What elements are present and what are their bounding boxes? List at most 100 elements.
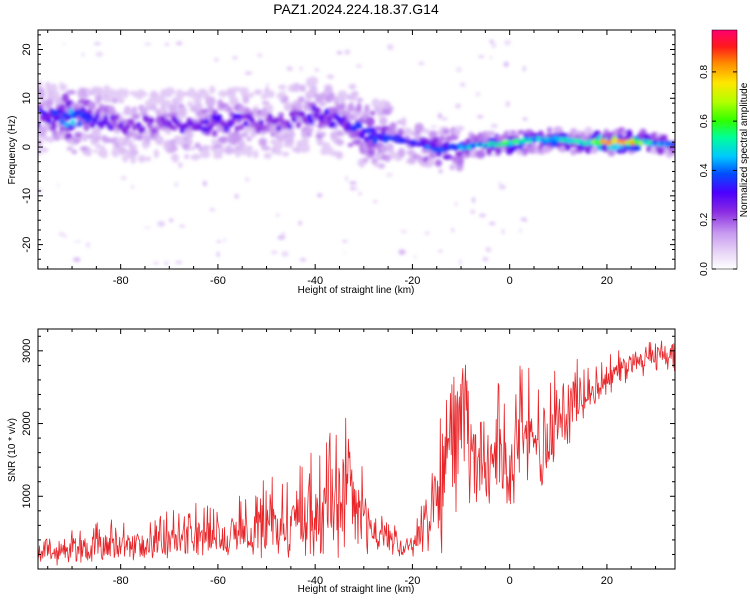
spectral-speck bbox=[144, 42, 152, 46]
spectral-cell bbox=[379, 116, 388, 126]
spectral-speck bbox=[424, 231, 430, 235]
spectral-speck bbox=[202, 180, 207, 187]
spectral-cell bbox=[335, 139, 345, 146]
spectral-speck bbox=[455, 66, 462, 73]
spectral-cell bbox=[101, 150, 108, 159]
spectral-cell bbox=[149, 90, 159, 100]
spectral-speck bbox=[266, 83, 270, 87]
spectral-ridge-cell bbox=[107, 123, 113, 131]
spectral-speck bbox=[216, 240, 222, 243]
spectral-cell bbox=[116, 137, 127, 144]
spectral-speck bbox=[163, 261, 169, 266]
spectral-cell bbox=[475, 149, 486, 159]
spectral-ridge-cell bbox=[234, 125, 240, 132]
spectral-cell bbox=[625, 129, 633, 139]
spectral-cell bbox=[382, 109, 392, 116]
spectral-cell bbox=[149, 104, 158, 111]
spectral-cell bbox=[61, 93, 70, 103]
spectral-speck bbox=[375, 115, 380, 119]
spectral-speck bbox=[372, 200, 378, 203]
spectral-speck bbox=[232, 55, 238, 60]
spectral-cell bbox=[364, 104, 370, 113]
spectral-speck bbox=[489, 153, 497, 157]
spectral-speck bbox=[281, 232, 285, 235]
spectral-cell bbox=[397, 147, 406, 158]
spectral-cell bbox=[320, 131, 327, 137]
spectral-ridge-cell bbox=[273, 117, 280, 124]
spectral-cell bbox=[246, 136, 252, 142]
spectral-ridge-cell bbox=[111, 119, 118, 127]
spectral-cell bbox=[194, 142, 201, 149]
spectral-ridge-cell bbox=[38, 107, 43, 114]
spectral-cell bbox=[607, 148, 616, 157]
spectral-cell bbox=[414, 122, 424, 133]
spectral-speck bbox=[223, 238, 227, 242]
spectral-ridge-cell bbox=[184, 122, 190, 129]
spectral-cell bbox=[329, 106, 339, 114]
spectral-cell bbox=[168, 103, 179, 113]
spectral-ridge-cell bbox=[370, 127, 376, 134]
spectral-cell bbox=[109, 88, 115, 99]
spectral-cell bbox=[184, 153, 190, 160]
spectral-ridge-cell bbox=[155, 116, 161, 123]
spectral-cell bbox=[132, 144, 138, 150]
spectral-ridge-cell bbox=[304, 118, 310, 126]
spectral-cell bbox=[187, 101, 194, 108]
spectral-cell bbox=[164, 139, 172, 149]
spectral-speck bbox=[451, 227, 454, 233]
spectral-ridge-cell bbox=[177, 122, 183, 129]
spectral-cell bbox=[465, 138, 472, 143]
snr-x-axis-label: Height of straight line (km) bbox=[298, 584, 415, 595]
spectral-cell bbox=[255, 114, 262, 119]
spectral-ridge-cell bbox=[300, 111, 306, 118]
spectral-ridge-cell bbox=[357, 122, 363, 129]
spectral-cell bbox=[177, 106, 188, 117]
spectral-cell bbox=[209, 85, 216, 95]
spectral-cell bbox=[166, 87, 175, 96]
snr-y-axis-label: SNR (10 * v/v) bbox=[7, 418, 18, 482]
spectral-cell bbox=[485, 130, 496, 137]
spectral-speck bbox=[276, 213, 280, 218]
spectral-cell bbox=[336, 129, 344, 137]
spectral-ridge-cell bbox=[59, 118, 65, 126]
spectral-speck bbox=[298, 220, 303, 226]
spectral-ridge-cell bbox=[330, 121, 337, 128]
spectrogram-x-tick-label: 20 bbox=[601, 275, 613, 287]
spectrogram-field bbox=[38, 39, 675, 266]
spectral-speck bbox=[164, 42, 170, 46]
spectral-cell bbox=[292, 82, 302, 92]
spectrogram-panel: -80 -60 -40 -20 0 20 -20 -10 0 10 20 Height of st… bbox=[7, 29, 676, 296]
spectral-cell bbox=[406, 149, 416, 156]
spectral-speck bbox=[244, 71, 253, 75]
spectral-cell bbox=[120, 89, 130, 96]
spectral-speck bbox=[216, 251, 220, 257]
spectral-speck bbox=[454, 202, 458, 206]
spectral-cell bbox=[390, 129, 398, 136]
spectral-cell bbox=[51, 120, 57, 130]
spectral-speck bbox=[286, 66, 293, 71]
spectral-cell bbox=[517, 129, 525, 135]
spectral-cell bbox=[278, 84, 287, 90]
spectral-cell bbox=[263, 152, 272, 159]
spectral-ridge-cell bbox=[293, 109, 299, 117]
spectral-speck bbox=[336, 50, 343, 55]
spectral-cell bbox=[137, 134, 143, 141]
spectral-speck bbox=[131, 184, 135, 190]
spectral-cell bbox=[449, 164, 455, 171]
spectral-cell bbox=[42, 147, 49, 153]
spectral-speck bbox=[345, 175, 348, 181]
spectral-speck bbox=[472, 197, 476, 203]
colorbar-ticks: 0.0 0.2 0.4 0.6 0.8 bbox=[699, 64, 737, 276]
spectral-speck bbox=[169, 218, 174, 223]
spectral-cell bbox=[201, 150, 211, 159]
spectral-cell bbox=[66, 146, 74, 151]
snr-x-tick-label: -40 bbox=[307, 575, 323, 587]
spectral-ridge-cell bbox=[94, 113, 100, 120]
spectral-cell bbox=[117, 97, 125, 104]
spectral-cell bbox=[315, 95, 324, 101]
spectral-cell bbox=[193, 154, 202, 160]
spectrogram-x-tick-label: -60 bbox=[210, 275, 226, 287]
spectral-speck bbox=[438, 168, 443, 174]
spectrogram-x-tick-label: 0 bbox=[507, 275, 513, 287]
spectral-ridge-cell bbox=[114, 113, 120, 121]
